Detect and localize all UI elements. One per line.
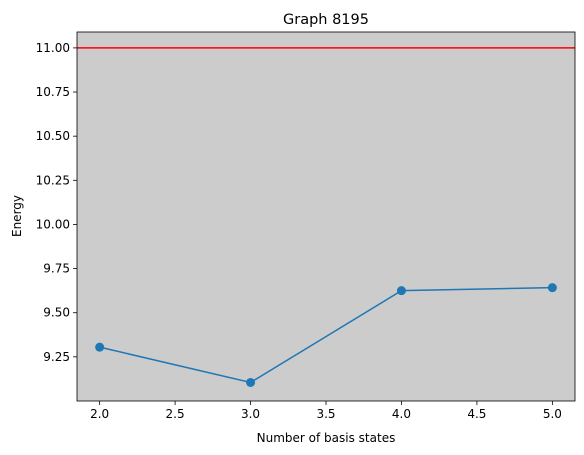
x-tick-label: 3.5 [316,407,335,421]
series-line [99,286,553,384]
x-tick-label: 5.0 [543,407,562,421]
data-point [547,283,557,293]
x-tick-label: 2.0 [90,407,109,421]
y-tick-label: 10.75 [36,85,70,99]
y-axis-ticks: 9.25 9.50 9.75 10.00 10.25 10.50 10.75 11.00 [36,41,77,364]
y-tick-label: 10.00 [36,217,70,231]
x-axis-ticks: 2.0 2.5 3.0 3.5 4.0 4.5 5.0 [90,401,562,421]
x-tick-label: 4.5 [467,407,486,421]
y-tick-label: 11.00 [36,41,70,55]
y-tick-label: 9.75 [43,262,70,276]
x-tick-label: 2.5 [166,407,185,421]
x-axis-label: Number of basis states [257,431,396,445]
chart-title: Graph 8195 [283,12,369,28]
y-tick-label: 9.50 [43,306,70,320]
data-point [246,377,256,387]
y-tick-label: 9.25 [43,350,70,364]
x-tick-label: 4.0 [392,407,411,421]
y-tick-label: 10.50 [36,129,70,143]
y-tick-label: 10.25 [36,173,70,187]
plot-frame [76,31,576,402]
x-tick-label: 3.0 [241,407,260,421]
data-point [95,342,105,352]
y-axis-label: Energy [10,195,24,237]
plot-area [77,32,575,401]
series-layer [95,283,557,387]
data-point [396,286,406,296]
